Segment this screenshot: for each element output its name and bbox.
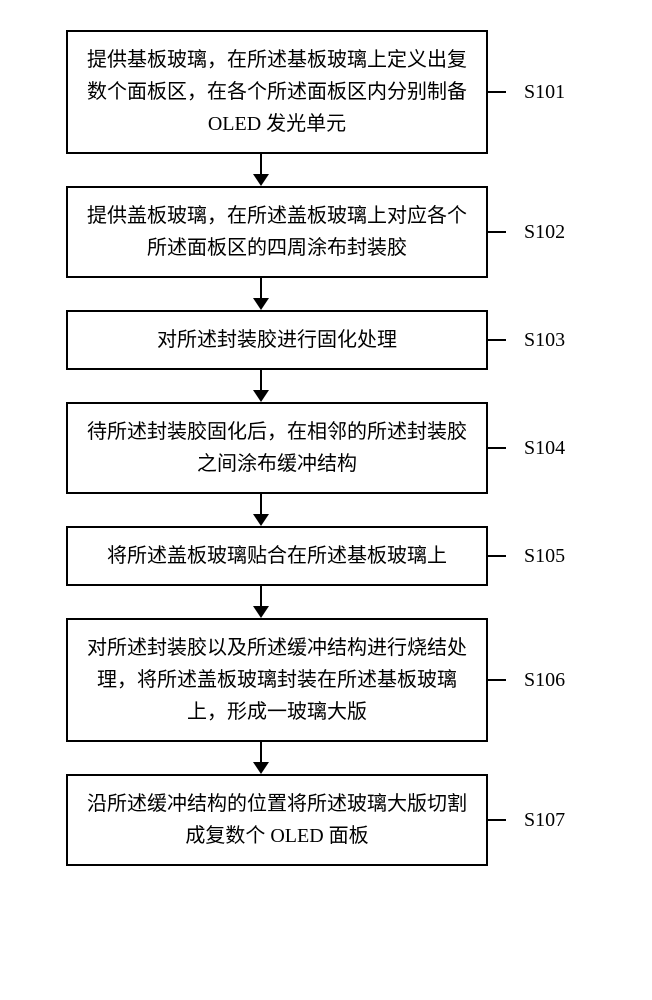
label-connector (486, 91, 506, 93)
step-label-s105: S105 (524, 545, 565, 568)
step-label-s103: S103 (524, 329, 565, 352)
label-connector (486, 339, 506, 341)
step-box-s107: 沿所述缓冲结构的位置将所述玻璃大版切割成复数个 OLED 面板 (66, 774, 488, 866)
arrow (66, 494, 586, 526)
arrow (66, 370, 586, 402)
label-connector (486, 679, 506, 681)
step-label-s107: S107 (524, 809, 565, 832)
step-box-s102: 提供盖板玻璃，在所述盖板玻璃上对应各个所述面板区的四周涂布封装胶 (66, 186, 488, 278)
step-row: 将所述盖板玻璃贴合在所述基板玻璃上 S105 (66, 526, 586, 586)
step-box-s101: 提供基板玻璃，在所述基板玻璃上定义出复数个面板区，在各个所述面板区内分别制备 O… (66, 30, 488, 154)
step-row: 对所述封装胶进行固化处理 S103 (66, 310, 586, 370)
step-label-s104: S104 (524, 437, 565, 460)
step-row: 待所述封装胶固化后，在相邻的所述封装胶之间涂布缓冲结构 S104 (66, 402, 586, 494)
step-box-s104: 待所述封装胶固化后，在相邻的所述封装胶之间涂布缓冲结构 (66, 402, 488, 494)
step-label-s101: S101 (524, 81, 565, 104)
step-box-s106: 对所述封装胶以及所述缓冲结构进行烧结处理，将所述盖板玻璃封装在所述基板玻璃上，形… (66, 618, 488, 742)
arrow (66, 278, 586, 310)
label-connector (486, 555, 506, 557)
arrow (66, 154, 586, 186)
label-connector (486, 819, 506, 821)
step-label-s106: S106 (524, 669, 565, 692)
step-row: 提供基板玻璃，在所述基板玻璃上定义出复数个面板区，在各个所述面板区内分别制备 O… (66, 30, 586, 154)
step-box-s105: 将所述盖板玻璃贴合在所述基板玻璃上 (66, 526, 488, 586)
step-row: 沿所述缓冲结构的位置将所述玻璃大版切割成复数个 OLED 面板 S107 (66, 774, 586, 866)
flowchart-container: 提供基板玻璃，在所述基板玻璃上定义出复数个面板区，在各个所述面板区内分别制备 O… (66, 30, 586, 866)
step-row: 提供盖板玻璃，在所述盖板玻璃上对应各个所述面板区的四周涂布封装胶 S102 (66, 186, 586, 278)
label-connector (486, 447, 506, 449)
step-box-s103: 对所述封装胶进行固化处理 (66, 310, 488, 370)
step-row: 对所述封装胶以及所述缓冲结构进行烧结处理，将所述盖板玻璃封装在所述基板玻璃上，形… (66, 618, 586, 742)
step-label-s102: S102 (524, 221, 565, 244)
arrow (66, 586, 586, 618)
label-connector (486, 231, 506, 233)
arrow (66, 742, 586, 774)
